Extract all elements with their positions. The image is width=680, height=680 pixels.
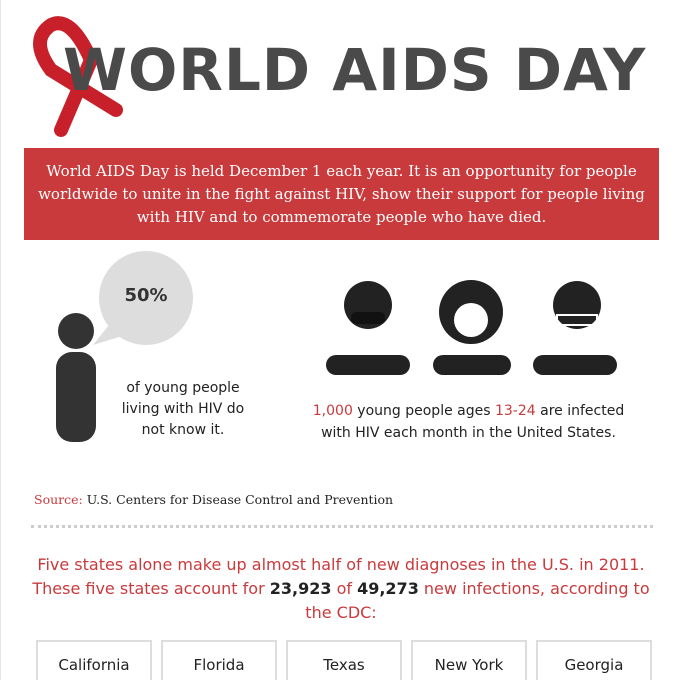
stat-text: 1,000 young people ages 13-24 are infect… [301, 400, 636, 444]
state-box: Georgia [536, 640, 652, 680]
source: Source: U.S. Centers for Disease Control… [34, 492, 393, 507]
highlight: 13-24 [494, 403, 536, 419]
text: Five states alone make up almost half of… [32, 555, 645, 598]
source-label: Source: [34, 492, 83, 507]
person-icon [56, 313, 96, 442]
people-icons [326, 280, 617, 375]
highlight: 1,000 [312, 403, 353, 419]
text: young people ages [352, 403, 495, 419]
divider [31, 525, 653, 528]
intro-banner: World AIDS Day is held December 1 each y… [24, 148, 659, 240]
source-text: U.S. Centers for Disease Control and Pre… [82, 492, 394, 507]
highlight: 49,273 [357, 579, 419, 598]
speech-bubble [93, 251, 193, 345]
state-box: California [36, 640, 152, 680]
ribbon [33, 16, 123, 137]
text: new infections, according to the CDC: [305, 579, 650, 622]
state-box: New York [411, 640, 527, 680]
state-box: Texas [286, 640, 402, 680]
highlight: 23,923 [269, 579, 332, 598]
text: of [331, 579, 358, 598]
stat-text: of young people living with HIV do not k… [121, 380, 245, 438]
state-box: Florida [161, 640, 277, 680]
title: WORLD AIDS DAY [63, 36, 647, 104]
states-row: California Florida Texas New York Georgia [36, 640, 656, 680]
illustrations [33, 16, 617, 442]
stat-value: 50% [124, 285, 168, 306]
states-intro: Five states alone make up almost half of… [31, 553, 651, 625]
text: are infected with HIV each month in the … [321, 403, 625, 441]
